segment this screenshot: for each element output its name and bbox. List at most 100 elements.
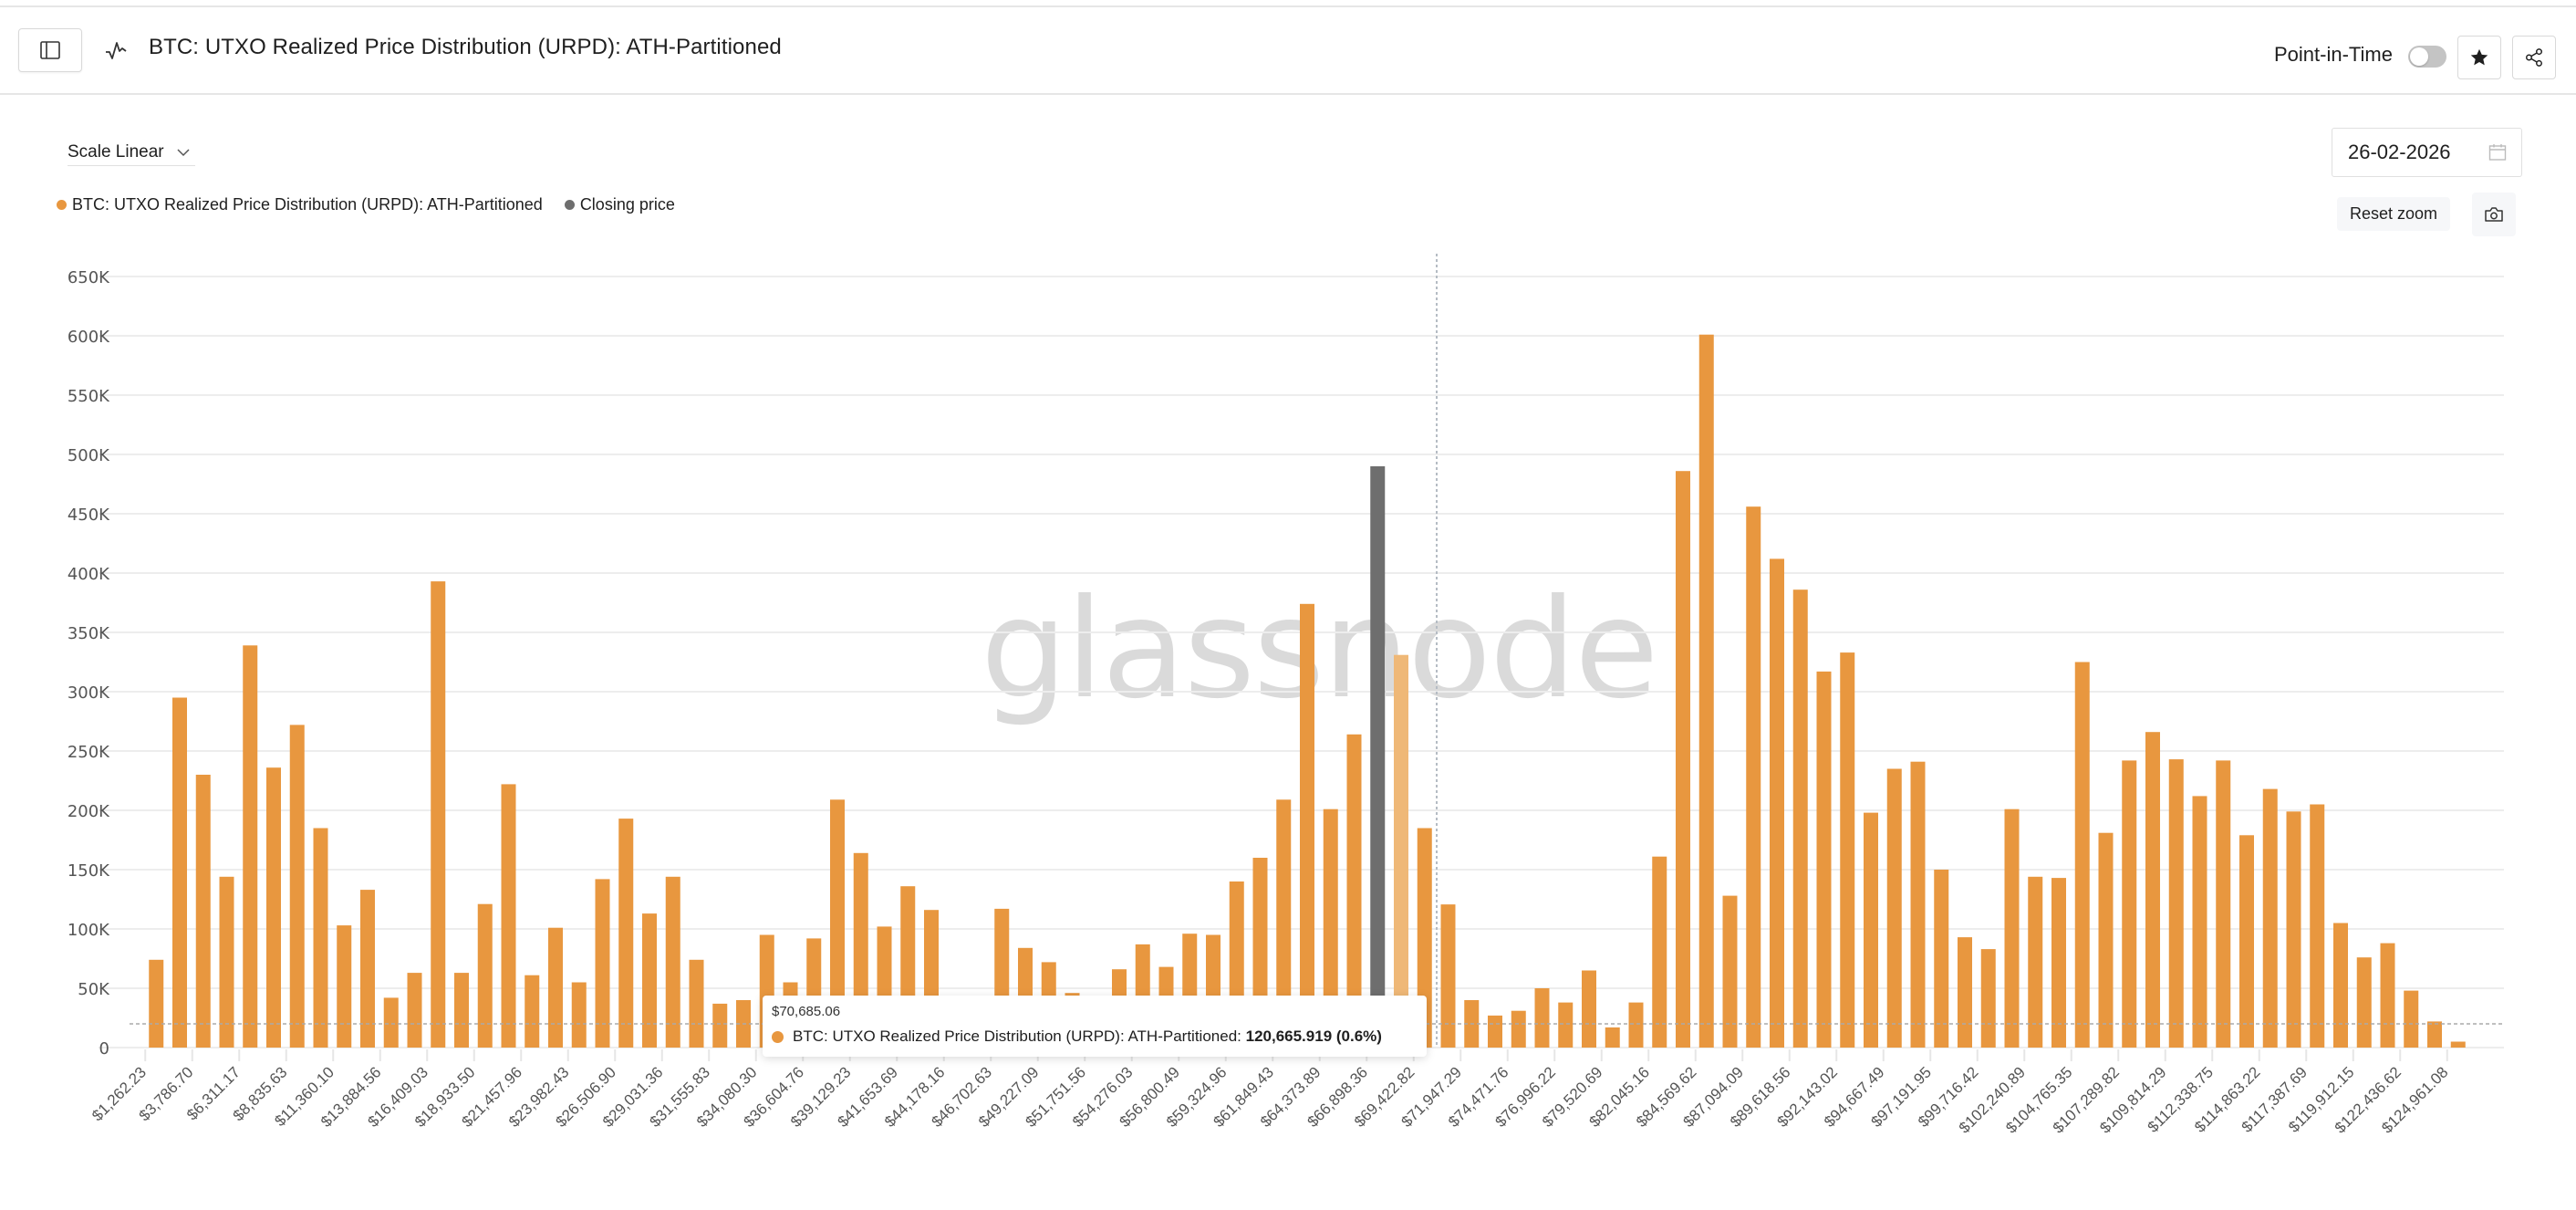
star-icon [2470, 48, 2488, 66]
urpd-bar[interactable] [2380, 943, 2395, 1048]
urpd-bar[interactable] [360, 890, 375, 1048]
urpd-bar[interactable] [407, 973, 422, 1048]
urpd-bar[interactable] [1792, 589, 1808, 1048]
urpd-bar[interactable] [477, 903, 493, 1048]
urpd-bar[interactable] [1628, 1002, 1644, 1048]
urpd-bar[interactable] [1840, 652, 1855, 1048]
urpd-bar[interactable] [548, 927, 563, 1048]
urpd-bar[interactable] [2122, 760, 2137, 1048]
urpd-bar[interactable] [712, 1003, 728, 1048]
y-tick-label: 450K [68, 506, 110, 525]
urpd-bar[interactable] [1698, 334, 1714, 1048]
urpd-bar[interactable] [1816, 671, 1832, 1048]
urpd-bar[interactable] [1558, 1002, 1574, 1048]
point-in-time-toggle[interactable] [2408, 46, 2446, 68]
urpd-bar[interactable] [1652, 856, 1667, 1048]
closing-price-bar[interactable] [1370, 466, 1386, 1048]
urpd-bar[interactable] [454, 973, 469, 1048]
urpd-bar[interactable] [1488, 1015, 1502, 1048]
urpd-bar[interactable] [1300, 603, 1314, 1048]
urpd-bar[interactable] [1394, 654, 1408, 1048]
urpd-bar[interactable] [665, 876, 680, 1048]
calendar-icon [2488, 144, 2507, 161]
urpd-bar[interactable] [689, 959, 704, 1048]
legend-item-closing-price[interactable]: Closing price [564, 195, 675, 214]
urpd-bar[interactable] [2262, 788, 2278, 1048]
urpd-bar[interactable] [172, 697, 187, 1048]
urpd-bar[interactable] [501, 784, 516, 1048]
urpd-bar[interactable] [595, 879, 610, 1048]
urpd-bar[interactable] [1980, 949, 1996, 1048]
urpd-bar[interactable] [1582, 970, 1596, 1048]
urpd-bar[interactable] [2145, 732, 2160, 1048]
sidebar-toggle-button[interactable] [18, 28, 82, 72]
share-icon [2526, 48, 2542, 67]
urpd-bar[interactable] [195, 775, 211, 1048]
urpd-bar-chart[interactable]: 0 50K 100K 150K 200K 250K 300K 350K 400K 450K 500K… [0, 246, 2576, 1159]
urpd-bar[interactable] [2356, 957, 2372, 1048]
urpd-bar[interactable] [1934, 870, 1949, 1048]
urpd-bar[interactable] [431, 581, 446, 1048]
urpd-bar[interactable] [1722, 895, 1738, 1048]
urpd-bar[interactable] [1910, 761, 1926, 1048]
urpd-bar[interactable] [1346, 734, 1362, 1048]
urpd-bar[interactable] [2333, 923, 2348, 1048]
urpd-bar[interactable] [1886, 768, 1902, 1048]
urpd-bar[interactable] [1417, 828, 1432, 1048]
urpd-bar[interactable] [219, 876, 234, 1048]
urpd-bar[interactable] [1511, 1010, 1526, 1048]
urpd-bar[interactable] [642, 913, 657, 1048]
urpd-bar[interactable] [1746, 506, 1761, 1048]
share-button[interactable] [2512, 36, 2556, 79]
urpd-bar[interactable] [1770, 558, 1784, 1048]
urpd-bar[interactable] [830, 799, 845, 1048]
scale-select[interactable]: Scale Linear [68, 139, 195, 166]
urpd-bar[interactable] [313, 828, 328, 1048]
urpd-bar[interactable] [2427, 1021, 2442, 1048]
urpd-bar[interactable] [571, 982, 587, 1048]
urpd-bar[interactable] [383, 997, 399, 1048]
urpd-bar[interactable] [337, 925, 352, 1048]
urpd-bar[interactable] [1864, 812, 1878, 1048]
chart-tooltip: $70,685.06 BTC: UTXO Realized Price Dist… [763, 996, 1427, 1057]
y-tick-label: 100K [68, 921, 110, 940]
urpd-bar[interactable] [1440, 904, 1456, 1048]
urpd-bar[interactable] [2168, 759, 2184, 1048]
urpd-bar[interactable] [1676, 471, 1690, 1048]
urpd-bar[interactable] [2028, 876, 2043, 1048]
tooltip-row: BTC: UTXO Realized Price Distribution (U… [772, 1027, 1418, 1046]
tooltip-price: $70,685.06 [772, 1004, 841, 1019]
urpd-bar[interactable] [2216, 760, 2231, 1048]
urpd-bar[interactable] [1534, 988, 1550, 1048]
favorite-button[interactable] [2457, 36, 2501, 79]
screenshot-button[interactable] [2472, 193, 2516, 236]
urpd-bar[interactable] [289, 725, 305, 1048]
urpd-bar[interactable] [2286, 811, 2301, 1048]
urpd-bar[interactable] [1605, 1027, 1620, 1048]
urpd-bar[interactable] [1323, 808, 1338, 1048]
urpd-bar[interactable] [2404, 990, 2419, 1048]
urpd-bar[interactable] [2192, 796, 2207, 1048]
urpd-bar[interactable] [1276, 799, 1292, 1048]
urpd-bar[interactable] [2310, 804, 2325, 1048]
urpd-bar[interactable] [1958, 937, 1972, 1048]
urpd-bar[interactable] [2098, 832, 2114, 1048]
y-tick-label: 150K [68, 861, 110, 881]
urpd-bar[interactable] [2450, 1041, 2466, 1048]
urpd-bar[interactable] [2239, 835, 2254, 1048]
legend-label-urpd: BTC: UTXO Realized Price Distribution (U… [72, 195, 543, 214]
date-input[interactable]: 26-02-2026 [2332, 128, 2522, 177]
urpd-bar[interactable] [149, 959, 164, 1048]
legend-item-urpd[interactable]: BTC: UTXO Realized Price Distribution (U… [57, 195, 543, 214]
urpd-bar[interactable] [2004, 808, 2020, 1048]
urpd-bar[interactable] [2051, 878, 2066, 1048]
urpd-bar[interactable] [266, 767, 281, 1048]
urpd-bar[interactable] [243, 645, 258, 1048]
urpd-bar[interactable] [618, 819, 634, 1048]
top-border [0, 5, 2576, 7]
urpd-bar[interactable] [525, 975, 540, 1048]
reset-zoom-button[interactable]: Reset zoom [2337, 197, 2450, 231]
urpd-bar[interactable] [2074, 662, 2090, 1048]
chevron-down-icon [177, 148, 190, 156]
date-value: 26-02-2026 [2348, 141, 2451, 163]
